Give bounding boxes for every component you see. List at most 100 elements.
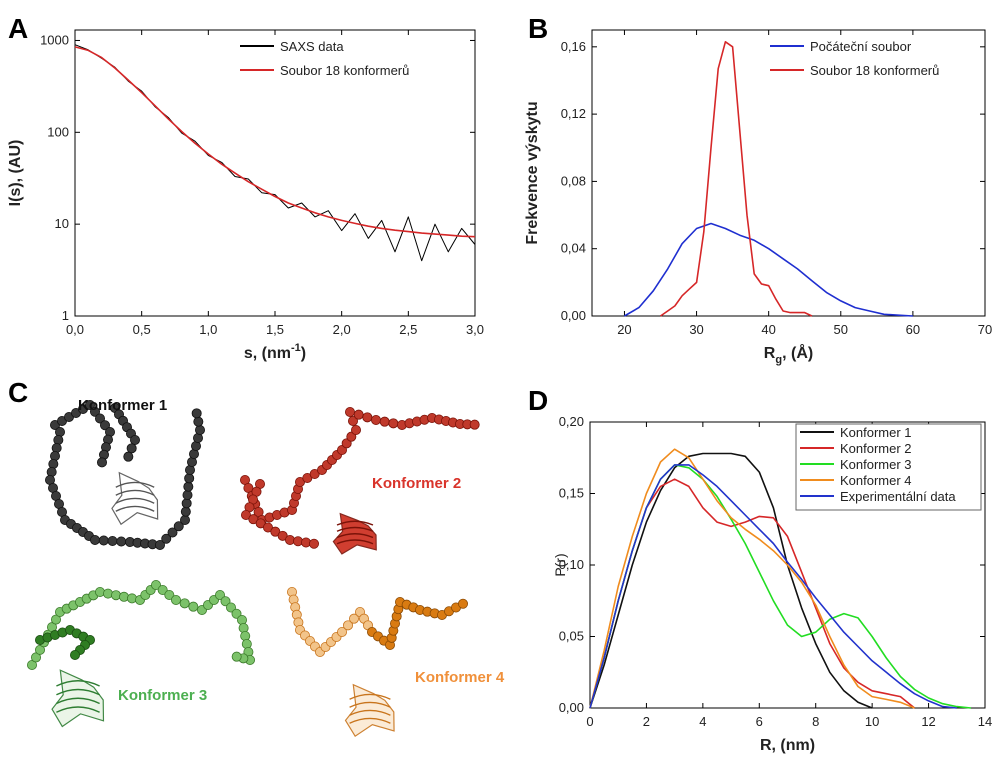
residue-bead — [182, 489, 193, 500]
residue-bead — [107, 536, 118, 547]
residue-bead — [336, 627, 347, 638]
residue-bead — [457, 598, 468, 609]
x-axis-label: s, (nm-1) — [244, 342, 306, 362]
y-tick-label: 100 — [47, 124, 69, 139]
series-line — [623, 222, 913, 317]
y-axis-label: I(s), (AU) — [7, 140, 24, 207]
residue-bead — [225, 602, 236, 613]
x-axis-label: Rg, (Å) — [764, 343, 813, 366]
x-tick-label: 20 — [617, 322, 631, 337]
residue-bead — [150, 580, 161, 591]
legend-label: Soubor 18 konformerů — [810, 63, 939, 78]
legend-label: Konformer 3 — [840, 457, 912, 472]
ribbon-strand — [115, 489, 155, 496]
residue-bead — [183, 481, 194, 492]
conformer-label: Konformer 1 — [78, 397, 167, 414]
residue-bead — [119, 591, 130, 602]
ribbon-strand — [115, 497, 155, 504]
residue-bead — [85, 399, 96, 410]
x-axis-label: R, (nm) — [760, 737, 815, 754]
residue-bead — [220, 596, 231, 607]
residue-bead — [236, 615, 247, 626]
x-tick-label: 70 — [978, 322, 992, 337]
residue-bead — [191, 408, 202, 419]
residue-bead — [51, 442, 62, 453]
residue-bead — [238, 623, 249, 634]
residue-bead — [214, 590, 225, 601]
residue-bead — [95, 587, 106, 598]
y-axis-label: Frekvence výskytu — [524, 101, 541, 244]
y-tick-label: 0,04 — [561, 241, 586, 256]
series-line — [589, 452, 873, 709]
residue-bead — [129, 434, 140, 445]
plot-frame — [74, 29, 476, 317]
series-line — [589, 464, 957, 709]
conformer-label: Konformer 2 — [372, 475, 461, 492]
series-line — [589, 478, 916, 709]
x-tick-label: 0,0 — [66, 322, 84, 337]
residue-bead — [179, 598, 190, 609]
series-line — [74, 46, 476, 238]
legend-label: SAXS data — [280, 39, 344, 54]
residue-bead — [179, 515, 190, 526]
x-tick-label: 14 — [978, 714, 992, 729]
ribbon-strand — [56, 688, 100, 696]
x-axis-label-part: R — [764, 345, 776, 362]
x-tick-label: 3,0 — [466, 322, 484, 337]
residue-bead — [161, 533, 172, 544]
x-tick-label: 4 — [699, 714, 706, 729]
residue-bead — [116, 536, 127, 547]
ribbon-strand — [115, 481, 155, 488]
residue-bead — [103, 588, 114, 599]
panel-letter: B — [528, 13, 548, 44]
residue-bead — [231, 651, 242, 662]
residue-bead — [370, 414, 381, 425]
residue-bead — [379, 416, 390, 427]
legend-label: Konformer 1 — [840, 425, 912, 440]
residue-bead — [53, 434, 64, 445]
residue-bead — [157, 585, 168, 596]
legend-label: Soubor 18 konformerů — [280, 63, 409, 78]
x-tick-label: 0 — [586, 714, 593, 729]
residue-bead — [123, 451, 134, 462]
x-tick-label: 50 — [834, 322, 848, 337]
residue-bead — [308, 538, 319, 549]
residue-bead — [50, 450, 61, 461]
x-tick-label: 10 — [865, 714, 879, 729]
residue-bead — [348, 613, 359, 624]
x-axis-label-part: ) — [301, 345, 306, 362]
y-tick-label: 0,10 — [559, 557, 584, 572]
legend-label: Konformer 4 — [840, 473, 912, 488]
plot-frame — [591, 29, 986, 317]
conformer-label: Konformer 3 — [118, 687, 207, 704]
x-axis-label-part: -1 — [291, 342, 301, 354]
ribbon-strand — [336, 520, 374, 526]
x-axis-label-part: , (Å) — [782, 343, 813, 362]
x-tick-label: 60 — [906, 322, 920, 337]
residue-bead — [193, 416, 204, 427]
residue-bead — [194, 424, 205, 435]
y-tick-label: 0,08 — [561, 173, 586, 188]
x-axis-label-part: s, (nm — [244, 345, 291, 362]
x-tick-label: 2,0 — [333, 322, 351, 337]
residue-bead — [231, 608, 242, 619]
conformer-label: Konformer 4 — [415, 669, 505, 686]
residue-bead — [55, 426, 66, 437]
y-tick-label: 1000 — [40, 32, 69, 47]
residue-bead — [240, 631, 251, 642]
ribbon-strand — [56, 697, 100, 705]
ribbon-strand — [349, 709, 391, 716]
residue-bead — [184, 473, 195, 484]
y-axis-label: P(r) — [552, 553, 568, 576]
x-tick-label: 30 — [689, 322, 703, 337]
residue-bead — [100, 420, 111, 431]
y-tick-label: 0,00 — [561, 308, 586, 323]
residue-bead — [188, 601, 199, 612]
x-tick-label: 1,0 — [199, 322, 217, 337]
residue-bead — [127, 593, 138, 604]
residue-bead — [469, 419, 480, 430]
panel-letter: C — [8, 377, 28, 408]
ribbon-strand — [349, 701, 391, 708]
y-tick-label: 0,15 — [559, 486, 584, 501]
